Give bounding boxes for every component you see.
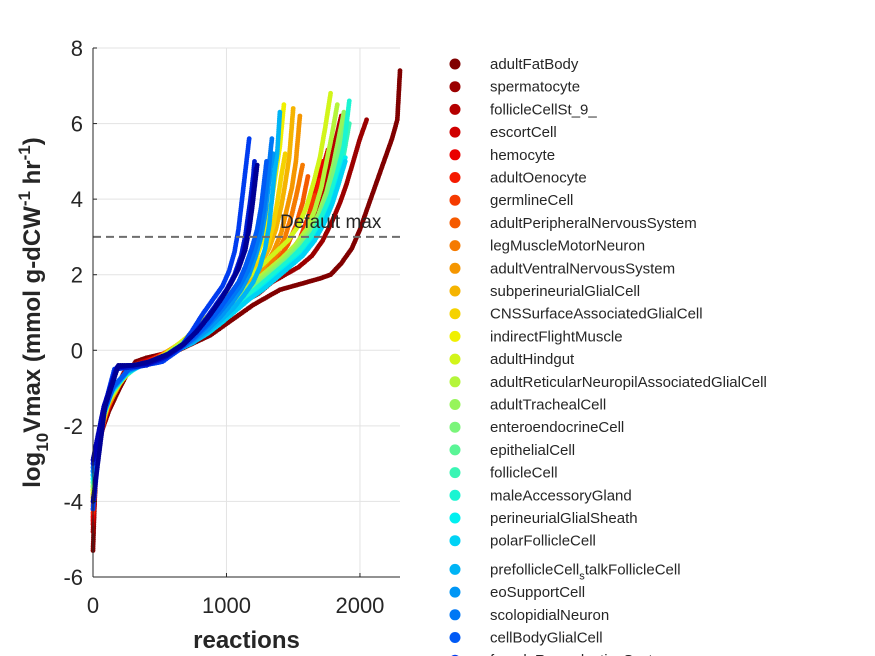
data-point [341, 109, 347, 115]
series-adultFatBody [90, 68, 403, 553]
data-point [312, 193, 317, 198]
gridlines [92, 47, 400, 578]
series-CNSSurfaceAssociatedGlialCell [90, 151, 288, 497]
data-point [328, 90, 333, 96]
data-point [281, 102, 287, 108]
data-point [346, 98, 352, 104]
data-point [364, 117, 369, 123]
data-point [334, 102, 340, 108]
data-point [282, 151, 288, 157]
data-point [297, 113, 303, 119]
series-indirectFlightMuscle [90, 102, 287, 497]
data-point [342, 159, 348, 164]
data-point [290, 106, 296, 111]
data-point [300, 162, 305, 168]
data-point [397, 68, 403, 74]
data-point [305, 174, 311, 179]
data-points [90, 68, 403, 553]
